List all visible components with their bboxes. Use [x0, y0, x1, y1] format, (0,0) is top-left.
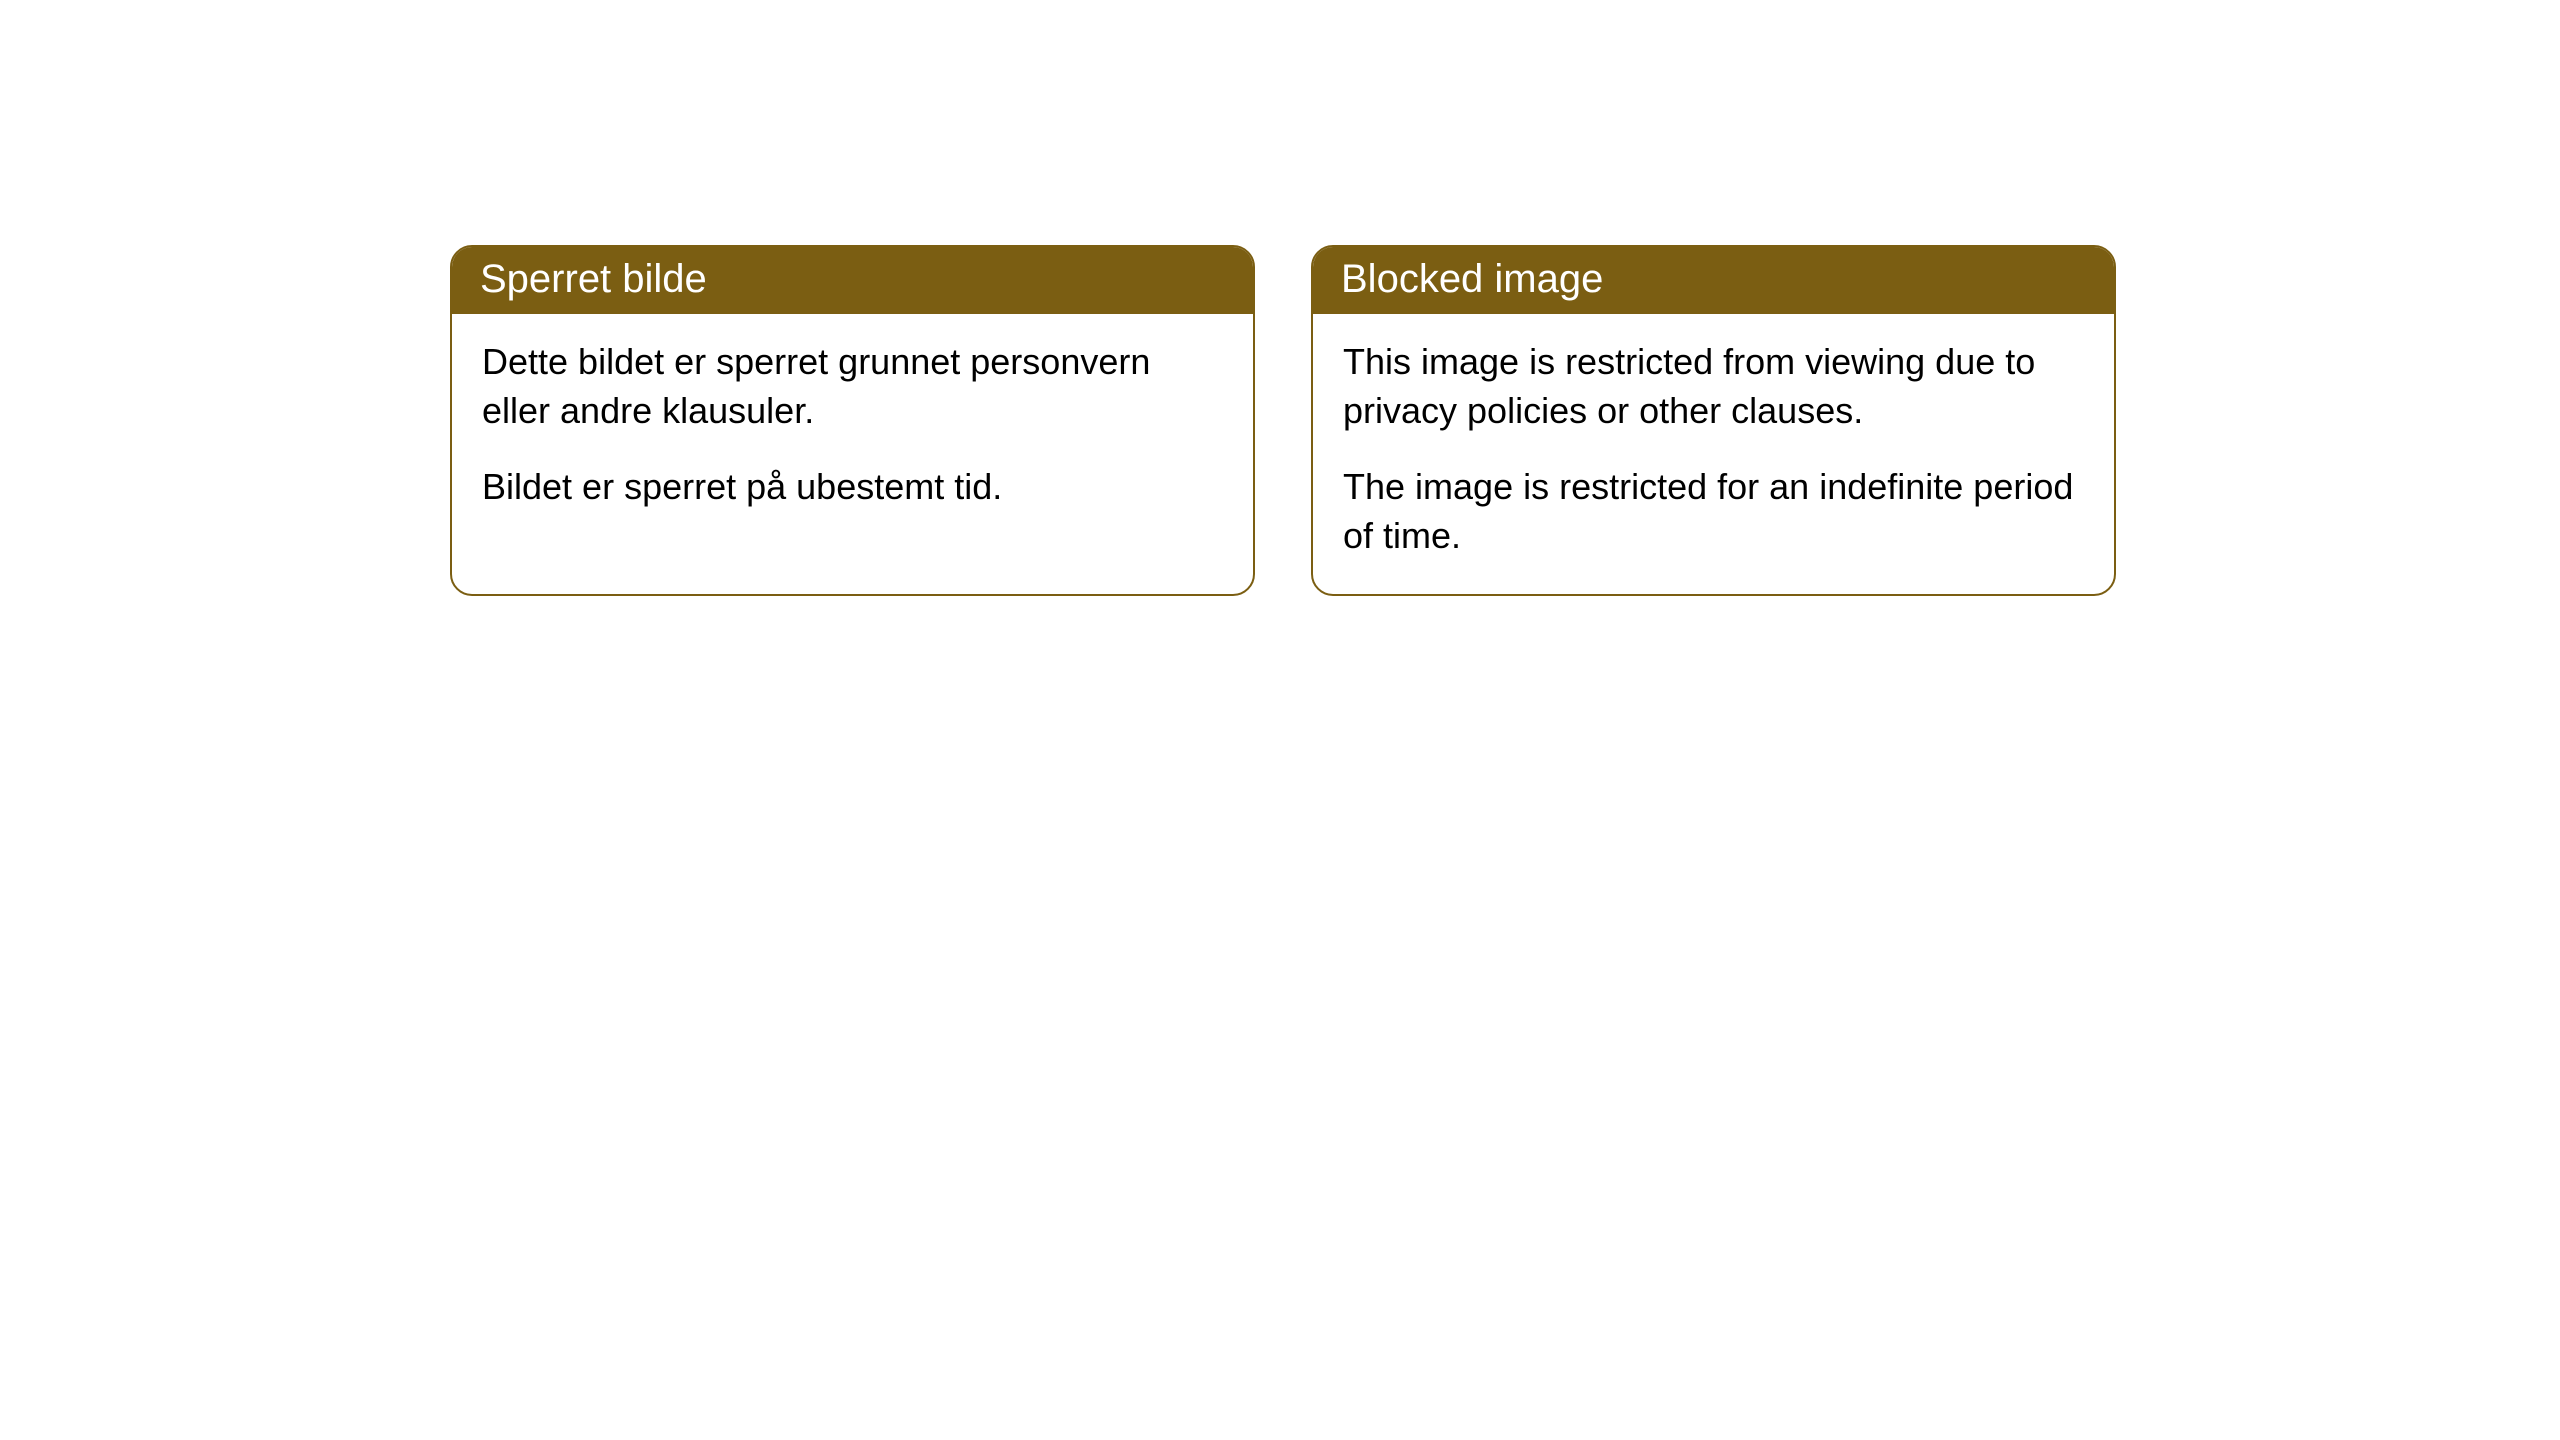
card-paragraph-2-no: Bildet er sperret på ubestemt tid. — [482, 463, 1223, 512]
blocked-image-card-en: Blocked image This image is restricted f… — [1311, 245, 2116, 596]
cards-container: Sperret bilde Dette bildet er sperret gr… — [450, 245, 2560, 596]
card-paragraph-1-no: Dette bildet er sperret grunnet personve… — [482, 338, 1223, 435]
card-paragraph-1-en: This image is restricted from viewing du… — [1343, 338, 2084, 435]
card-body-no: Dette bildet er sperret grunnet personve… — [452, 314, 1253, 546]
card-body-en: This image is restricted from viewing du… — [1313, 314, 2114, 594]
card-header-no: Sperret bilde — [452, 247, 1253, 314]
card-header-en: Blocked image — [1313, 247, 2114, 314]
blocked-image-card-no: Sperret bilde Dette bildet er sperret gr… — [450, 245, 1255, 596]
card-paragraph-2-en: The image is restricted for an indefinit… — [1343, 463, 2084, 560]
